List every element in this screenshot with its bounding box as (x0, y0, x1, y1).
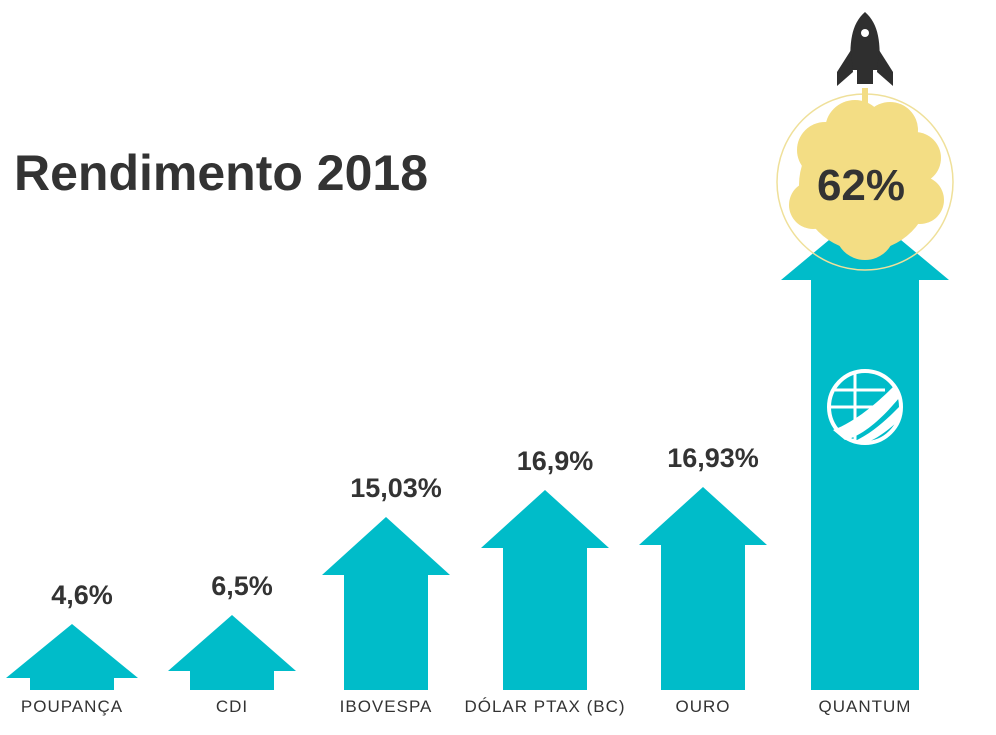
value-label-2: 15,03% (350, 473, 442, 503)
bubble-blob-4 (889, 132, 941, 184)
value-label-1: 6,5% (211, 571, 273, 601)
category-labels-group: POUPANÇA CDI IBOVESPA DÓLAR PTAX (BC) OURO QU… (21, 697, 912, 716)
category-label-2: IBOVESPA (340, 697, 433, 716)
quantum-bubble (776, 88, 954, 271)
category-label-5: QUANTUM (819, 697, 912, 716)
category-label-4: OURO (676, 697, 731, 716)
bar-0 (6, 624, 138, 690)
value-label-5: 62% (817, 161, 905, 210)
bubble-blob-5 (896, 176, 944, 224)
bubble-blob-6 (789, 181, 837, 229)
bar-1 (168, 615, 296, 690)
category-label-1: CDI (216, 697, 248, 716)
globe-logo-icon (827, 369, 903, 445)
bar-3 (481, 490, 609, 690)
bubble-blob-7 (835, 200, 895, 260)
category-label-3: DÓLAR PTAX (BC) (464, 697, 625, 716)
chart-title: Rendimento 2018 (14, 145, 428, 201)
value-label-3: 16,9% (517, 446, 594, 476)
category-label-0: POUPANÇA (21, 697, 123, 716)
bar-4 (639, 487, 767, 690)
bars-group (6, 12, 954, 690)
rocket-trail (862, 88, 868, 118)
value-label-0: 4,6% (51, 580, 113, 610)
value-labels-group: 4,6% 6,5% 15,03% 16,9% 16,93% 62% (51, 161, 905, 610)
bar-5 (781, 210, 949, 690)
rocket-icon (837, 12, 893, 86)
value-label-4: 16,93% (667, 443, 759, 473)
bar-2 (322, 517, 450, 690)
